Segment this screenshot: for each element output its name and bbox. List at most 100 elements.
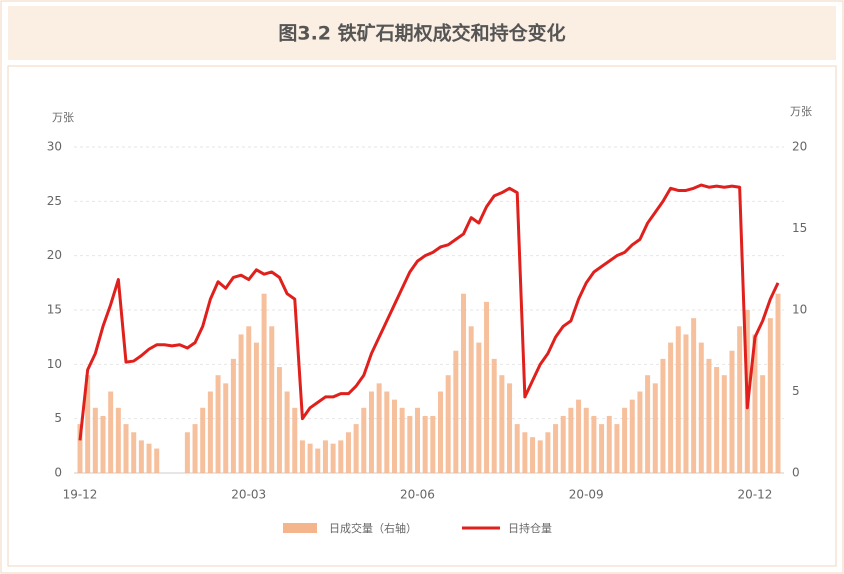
bar <box>737 326 743 473</box>
bar <box>714 367 720 473</box>
bar <box>767 318 773 473</box>
y2-tick-label: 15 <box>792 221 807 235</box>
bar <box>230 358 236 473</box>
bar <box>146 443 152 473</box>
bar <box>530 437 536 473</box>
bar <box>775 293 781 473</box>
bar <box>614 424 620 473</box>
bar <box>353 424 359 473</box>
bar <box>384 391 390 473</box>
bar <box>138 440 144 473</box>
y2-axis-label: 万张 <box>790 105 812 118</box>
legend-label: 日持仓量 <box>508 521 552 535</box>
bar <box>123 424 129 473</box>
bar <box>560 415 566 473</box>
y-tick-label: 25 <box>47 194 62 208</box>
bar <box>706 358 712 473</box>
x-tick-label: 20-03 <box>231 488 266 502</box>
bar <box>691 318 697 473</box>
bar <box>207 391 213 473</box>
y-axis-label: 万张 <box>52 111 74 124</box>
bar <box>599 424 605 473</box>
bar <box>760 375 766 473</box>
bar <box>284 391 290 473</box>
header <box>8 6 836 60</box>
bar <box>368 391 374 473</box>
bar <box>200 407 206 473</box>
bar <box>522 432 528 473</box>
bar <box>499 375 505 473</box>
line <box>78 183 780 441</box>
y-tick-label: 15 <box>47 303 62 317</box>
bar <box>422 415 428 473</box>
bar <box>491 358 497 473</box>
bar <box>345 432 351 473</box>
bar <box>576 399 582 473</box>
bar <box>184 432 190 473</box>
bar <box>461 293 467 473</box>
legend-swatch <box>283 523 317 533</box>
bar <box>215 375 221 473</box>
bar <box>238 334 244 473</box>
bar <box>729 350 735 473</box>
bar <box>438 391 444 473</box>
bar <box>192 424 198 473</box>
bar <box>407 415 413 473</box>
bar <box>391 399 397 473</box>
bar <box>629 399 635 473</box>
bar <box>376 383 382 473</box>
y2-tick-label: 0 <box>792 466 800 480</box>
x-tick-label: 20-12 <box>738 488 773 502</box>
bar <box>583 407 589 473</box>
bar <box>276 367 282 473</box>
bar <box>468 326 474 473</box>
y-tick-label: 0 <box>54 466 62 480</box>
bar <box>100 415 106 473</box>
y2-tick-label: 5 <box>792 384 800 398</box>
bar <box>445 375 451 473</box>
bar <box>652 383 658 473</box>
bar <box>683 334 689 473</box>
bar <box>338 440 344 473</box>
y-tick-label: 5 <box>54 411 62 425</box>
x-tick-label: 20-09 <box>569 488 604 502</box>
plot-frame <box>7 65 837 567</box>
bar <box>660 358 666 473</box>
bar <box>698 342 704 473</box>
bar <box>453 350 459 473</box>
legend-label: 日成交量（右轴） <box>329 521 417 535</box>
bar <box>553 424 559 473</box>
bar <box>246 326 252 473</box>
bar <box>108 391 114 473</box>
bar <box>545 432 551 473</box>
bar <box>637 391 643 473</box>
bar <box>154 448 160 473</box>
y-tick-label: 10 <box>47 357 62 371</box>
bar <box>414 407 420 473</box>
bar <box>115 407 121 473</box>
y-tick-label: 30 <box>47 140 62 154</box>
bar <box>85 375 91 473</box>
bar <box>330 443 336 473</box>
bar <box>514 424 520 473</box>
bar <box>721 375 727 473</box>
bar <box>645 375 651 473</box>
bar <box>261 293 267 473</box>
bar <box>253 342 259 473</box>
bar <box>568 407 574 473</box>
bar <box>77 424 83 473</box>
bar <box>668 342 674 473</box>
bar <box>606 415 612 473</box>
bar <box>92 407 98 473</box>
x-tick-label: 19-12 <box>63 488 98 502</box>
x-tick-label: 20-06 <box>400 488 435 502</box>
bar <box>537 440 543 473</box>
bar <box>322 440 328 473</box>
bar <box>269 326 275 473</box>
bar <box>223 383 229 473</box>
y2-tick-label: 20 <box>792 140 807 154</box>
bar <box>476 342 482 473</box>
bar <box>484 301 490 473</box>
